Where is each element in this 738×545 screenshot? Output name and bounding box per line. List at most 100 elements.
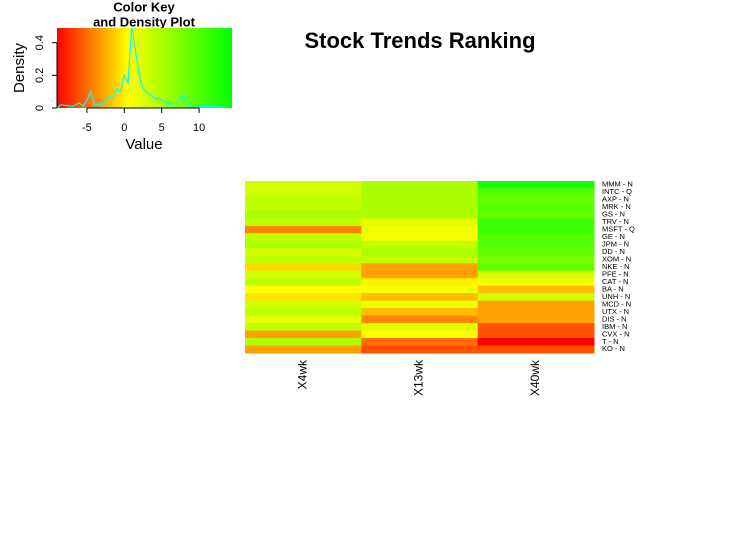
heatmap-cell [245, 203, 362, 212]
heatmap-cell [477, 315, 595, 324]
heatmap-cell [361, 233, 479, 242]
row-label: JPM - N [602, 240, 629, 249]
heatmap-cell [245, 285, 362, 294]
heatmap-cell [477, 255, 595, 264]
heatmap-cell [361, 300, 479, 309]
heatmap-cell [245, 345, 362, 354]
row-label: PFE - N [602, 269, 629, 278]
heatmap-cell [245, 195, 362, 204]
heatmap-cell [245, 233, 362, 242]
heatmap-cell [361, 270, 479, 279]
heatmap-cell [477, 225, 595, 234]
x-axis-label: Value [125, 136, 162, 153]
x-tick-label: 5 [159, 122, 165, 134]
heatmap-cell [245, 308, 362, 317]
heatmap-cell [477, 233, 595, 242]
heatmap-cell [245, 218, 362, 227]
column-label: X40wk [528, 359, 542, 396]
heatmap-cell [361, 203, 479, 212]
heatmap-cell [477, 181, 595, 189]
color-key [57, 28, 232, 108]
heatmap-cell [361, 195, 479, 204]
heatmap-cell [361, 330, 479, 339]
heatmap-cell [477, 203, 595, 212]
row-label: MRK - N [602, 202, 631, 211]
row-label: MSFT - Q [602, 225, 635, 234]
row-label: UTX - N [602, 307, 629, 316]
heatmap-cell [361, 188, 479, 197]
row-label: CAT - N [602, 277, 628, 286]
row-label: DD - N [602, 247, 625, 256]
heatmap-cell [361, 293, 479, 302]
y-axis-label: Density [11, 42, 28, 93]
heatmap-cell [245, 210, 362, 219]
heatmap-cell [477, 195, 595, 204]
heatmap-cell [245, 300, 362, 309]
heatmap-cell [477, 308, 595, 317]
heatmap-cell [245, 270, 362, 279]
heatmap-cell [477, 345, 595, 354]
y-tick-label: 0 [34, 105, 46, 111]
heatmap-cell [477, 293, 595, 302]
heatmap-cell [477, 338, 595, 347]
row-label: MCD - N [602, 299, 631, 308]
row-label: INTC - Q [602, 187, 632, 196]
heatmap-cell [245, 181, 362, 189]
heatmap-cell [361, 255, 479, 264]
row-label: GE - N [602, 232, 625, 241]
heatmap-cell [361, 240, 479, 249]
row-label: BA - N [602, 284, 624, 293]
row-label: NKE - N [602, 262, 630, 271]
heatmap-cell [477, 270, 595, 279]
heatmap-cell [477, 248, 595, 257]
y-tick-label: 0.4 [34, 35, 46, 50]
heatmap-cell [361, 248, 479, 257]
row-label: CVX - N [602, 329, 630, 338]
heatmap-cell [245, 248, 362, 257]
row-label: T - N [602, 337, 619, 346]
heatmap-cell [361, 218, 479, 227]
heatmap-cell [361, 278, 479, 287]
row-label: MMM - N [602, 180, 633, 189]
heatmap-cell [245, 240, 362, 249]
key-title: and Density Plot [93, 14, 196, 29]
heatmap-cell [477, 210, 595, 219]
row-label: XOM - N [602, 255, 631, 264]
heatmap-cell [361, 345, 479, 354]
chart-title: Stock Trends Ranking [304, 28, 535, 53]
row-label: DIS - N [602, 314, 627, 323]
row-label: TRV - N [602, 217, 629, 226]
heatmap-cell [245, 323, 362, 332]
key-title: Color Key [113, 0, 175, 14]
row-label: IBM - N [602, 322, 627, 331]
heatmap-cell [361, 315, 479, 324]
heatmap-cell [245, 330, 362, 339]
heatmap-cell [477, 323, 595, 332]
x-tick-label: 0 [121, 122, 127, 134]
heatmap-cell [477, 330, 595, 339]
row-label: AXP - N [602, 195, 629, 204]
heatmap-cell [477, 263, 595, 272]
row-label: KO - N [602, 344, 625, 353]
heatmap-cell [245, 338, 362, 347]
row-label: GS - N [602, 210, 625, 219]
x-tick-label: -5 [82, 122, 92, 134]
heatmap-cell [245, 293, 362, 302]
heatmap-cell [245, 225, 362, 234]
heatmap-cell [361, 323, 479, 332]
heatmap-cell [361, 285, 479, 294]
heatmap-cell [477, 218, 595, 227]
heatmap-cell [477, 300, 595, 309]
heatmap-cell [477, 285, 595, 294]
heatmap-cell [245, 263, 362, 272]
heatmap-cell [477, 240, 595, 249]
heatmap-cell [361, 263, 479, 272]
row-label: UNH - N [602, 292, 630, 301]
column-label: X13wk [412, 359, 426, 396]
x-tick-label: 10 [193, 122, 205, 134]
heatmap-cell [361, 210, 479, 219]
y-tick-label: 0.2 [34, 68, 46, 83]
heatmap-cell [245, 278, 362, 287]
heatmap-cell [245, 255, 362, 264]
